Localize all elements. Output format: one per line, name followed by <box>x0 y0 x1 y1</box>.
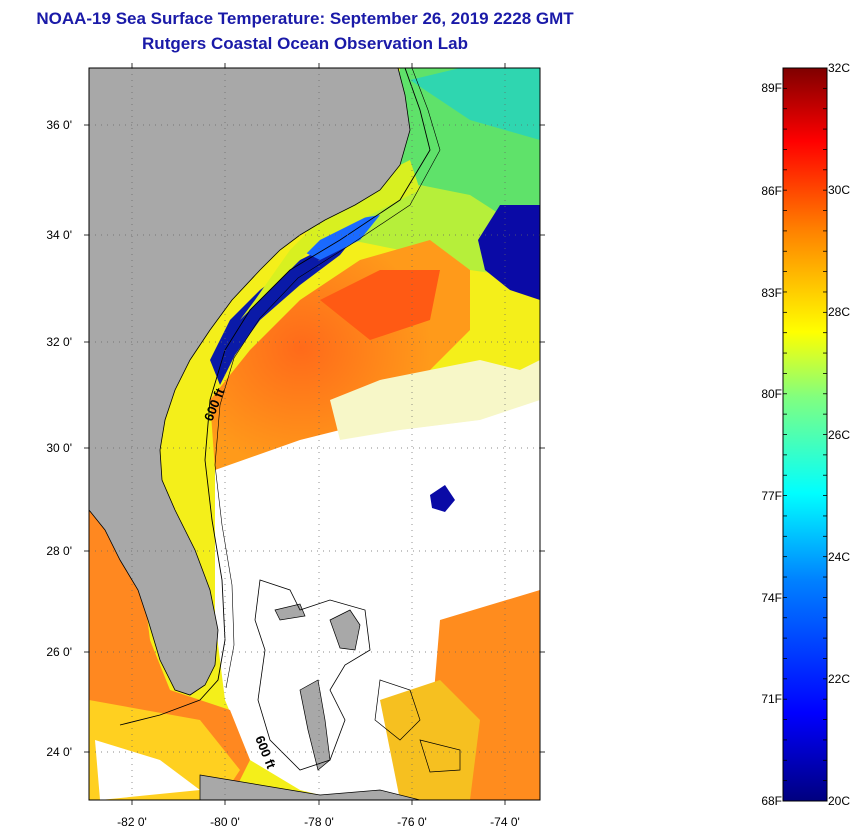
map-frame <box>88 67 541 801</box>
colorbar-f-label: 68F <box>761 794 782 808</box>
lat-label-24: 24 0' <box>46 745 72 759</box>
land-southeast-us <box>89 68 411 696</box>
colorbar-c-label: 28C <box>828 305 851 319</box>
cold-spot <box>430 485 455 512</box>
lat-label-26: 26 0' <box>46 645 72 659</box>
sst-map-area <box>89 68 540 800</box>
graticule <box>89 68 540 800</box>
land-bahamas-abaco <box>329 609 361 651</box>
lon-label-78: -78 0' <box>304 815 334 829</box>
colorbar-f-label: 80F <box>761 387 782 401</box>
cloud-edge <box>330 360 540 440</box>
colorbar-c-label: 26C <box>828 428 851 442</box>
colorbar <box>782 67 828 802</box>
lat-label-30: 30 0' <box>46 441 72 455</box>
colorbar-c-label: 24C <box>828 550 851 564</box>
gulf-stream-core <box>320 270 440 340</box>
colorbar-ticks <box>783 67 827 802</box>
axis-ticks <box>84 63 545 805</box>
colorbar-f-label: 86F <box>761 184 782 198</box>
colorbar-c-label: 22C <box>828 672 851 686</box>
land-bahamas-grand <box>274 603 306 621</box>
colorbar-f-label: 77F <box>761 489 782 503</box>
colorbar-f-label: 89F <box>761 81 782 95</box>
map-subtitle: Rutgers Coastal Ocean Observation Lab <box>142 34 468 53</box>
bank-outline-3 <box>419 739 461 773</box>
lon-label-76: -76 0' <box>397 815 427 829</box>
colorbar-c-label: 30C <box>828 183 851 197</box>
lat-label-32: 32 0' <box>46 335 72 349</box>
cool-water-far-north <box>410 68 540 140</box>
land-cuba <box>199 774 421 800</box>
lat-label-28: 28 0' <box>46 544 72 558</box>
cold-patch-northeast <box>478 205 540 300</box>
map-title: NOAA-19 Sea Surface Temperature: Septemb… <box>36 9 574 28</box>
colorbar-c-label: 20C <box>828 794 851 808</box>
colorbar-c-label: 32C <box>828 61 851 75</box>
isobath-deep <box>214 68 441 689</box>
lat-label-36: 36 0' <box>46 118 72 132</box>
lon-label-80: -80 0' <box>210 815 240 829</box>
coastal-band <box>240 160 420 320</box>
bahamas-bank-outline <box>254 579 371 771</box>
cloud-gulf <box>95 740 200 800</box>
isobath-600ft <box>119 68 431 726</box>
lon-label-74: -74 0' <box>490 815 520 829</box>
lon-label-82: -82 0' <box>117 815 147 829</box>
colorbar-f-label: 71F <box>761 692 782 706</box>
colorbar-f-label: 74F <box>761 591 782 605</box>
lat-label-34: 34 0' <box>46 228 72 242</box>
bank-outline-2 <box>374 679 421 741</box>
colorbar-f-label: 83F <box>761 286 782 300</box>
